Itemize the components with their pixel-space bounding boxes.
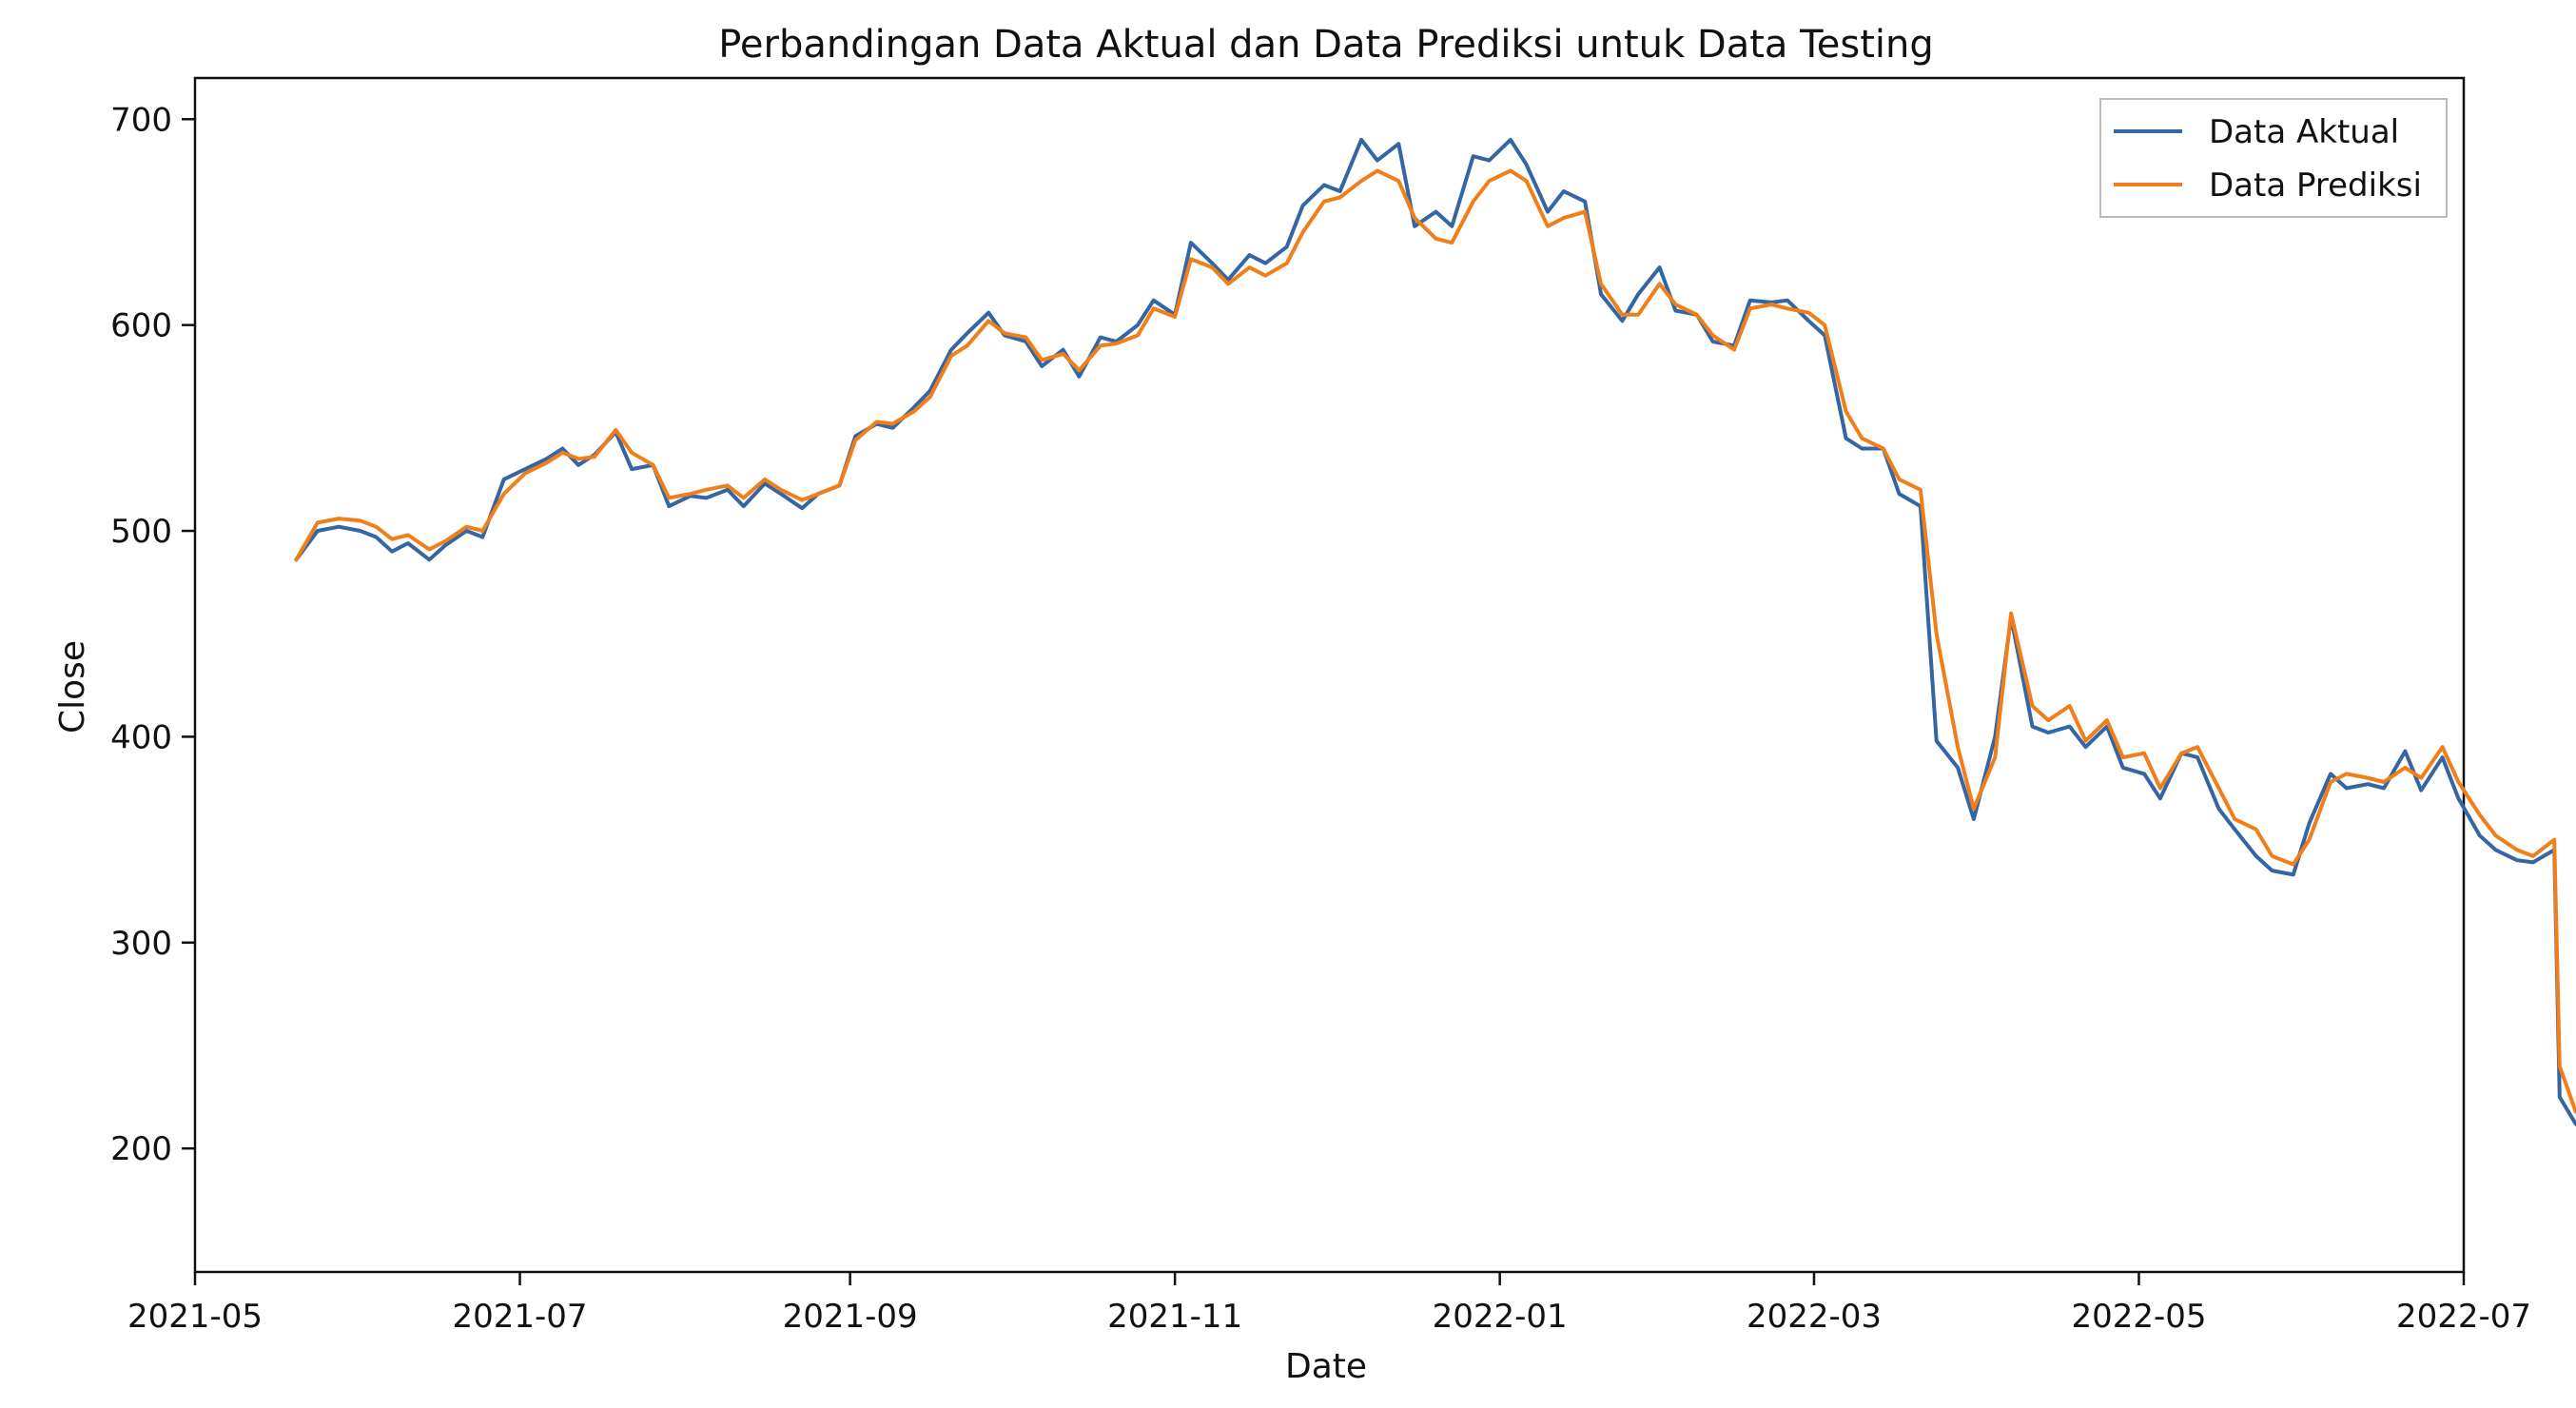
- x-tick-label: 2022-01: [1433, 1298, 1568, 1336]
- legend-entry-actual: Data Aktual: [2209, 113, 2399, 151]
- y-tick-label: 200: [110, 1130, 172, 1168]
- legend-entry-predicted: Data Prediksi: [2209, 166, 2422, 205]
- x-tick-label: 2021-09: [783, 1298, 918, 1336]
- legend-box: [2099, 98, 2448, 218]
- y-tick-label: 700: [110, 101, 172, 139]
- plot-area: [193, 76, 2466, 1274]
- series-lines: [294, 137, 2576, 1127]
- series-line-predicted: [294, 168, 2576, 1115]
- x-axis-label: Date: [1285, 1347, 1367, 1386]
- x-tick-label: 2022-05: [2071, 1298, 2206, 1336]
- x-tick-label: 2022-03: [1747, 1298, 1882, 1336]
- legend: Data Aktual Data Prediksi: [2099, 98, 2448, 218]
- chart-title: Perbandingan Data Aktual dan Data Predik…: [718, 23, 1934, 67]
- y-tick-label: 600: [110, 307, 172, 345]
- y-tick-label: 500: [110, 513, 172, 551]
- x-tick-label: 2021-07: [452, 1298, 587, 1336]
- series-line-actual: [294, 137, 2576, 1127]
- x-tick-label: 2022-07: [2396, 1298, 2531, 1336]
- y-tick-label: 300: [110, 925, 172, 963]
- y-axis-label: Close: [53, 640, 92, 733]
- x-axis: 2021-05 2021-07 2021-09 2021-11 2022-01 2022-…: [127, 1272, 2531, 1336]
- x-tick-label: 2021-05: [127, 1298, 263, 1336]
- y-tick-label: 400: [110, 718, 172, 756]
- x-tick-label: 2021-11: [1107, 1298, 1242, 1336]
- y-axis: 200 300 400 500 600 700: [110, 101, 195, 1168]
